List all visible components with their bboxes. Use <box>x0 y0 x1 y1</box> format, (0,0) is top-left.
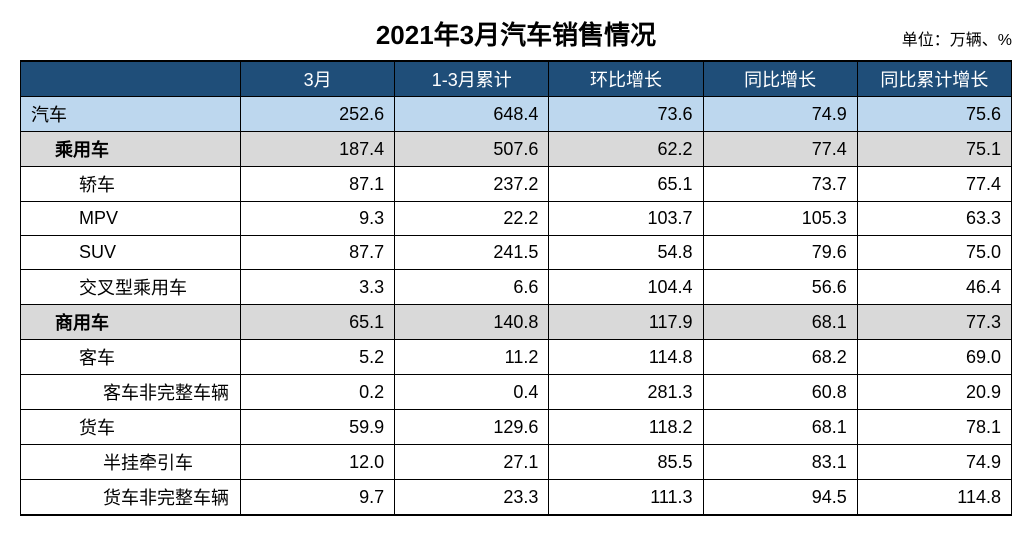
cell-value: 74.9 <box>703 97 857 132</box>
col-header-blank <box>21 61 241 97</box>
col-header-mom: 环比增长 <box>549 61 703 97</box>
cell-value: 74.9 <box>857 445 1011 480</box>
cell-value: 118.2 <box>549 410 703 445</box>
cell-value: 241.5 <box>395 236 549 270</box>
row-label: 交叉型乘用车 <box>21 270 241 305</box>
cell-value: 22.2 <box>395 202 549 236</box>
cell-value: 140.8 <box>395 305 549 340</box>
header-row: 3月 1-3月累计 环比增长 同比增长 同比累计增长 <box>21 61 1012 97</box>
cell-value: 65.1 <box>549 167 703 202</box>
cell-value: 60.8 <box>703 375 857 410</box>
table-row: 货车非完整车辆9.723.3111.394.5114.8 <box>21 480 1012 516</box>
table-row: 货车59.9129.6118.268.178.1 <box>21 410 1012 445</box>
cell-value: 252.6 <box>241 97 395 132</box>
cell-value: 77.4 <box>857 167 1011 202</box>
cell-value: 237.2 <box>395 167 549 202</box>
cell-value: 114.8 <box>549 340 703 375</box>
table-row: 汽车252.6648.473.674.975.6 <box>21 97 1012 132</box>
cell-value: 5.2 <box>241 340 395 375</box>
cell-value: 507.6 <box>395 132 549 167</box>
cell-value: 281.3 <box>549 375 703 410</box>
cell-value: 46.4 <box>857 270 1011 305</box>
row-label: 客车非完整车辆 <box>21 375 241 410</box>
cell-value: 68.1 <box>703 305 857 340</box>
cell-value: 77.4 <box>703 132 857 167</box>
cell-value: 54.8 <box>549 236 703 270</box>
table-row: 乘用车187.4507.662.277.475.1 <box>21 132 1012 167</box>
cell-value: 648.4 <box>395 97 549 132</box>
cell-value: 105.3 <box>703 202 857 236</box>
cell-value: 103.7 <box>549 202 703 236</box>
cell-value: 75.6 <box>857 97 1011 132</box>
cell-value: 63.3 <box>857 202 1011 236</box>
cell-value: 11.2 <box>395 340 549 375</box>
col-header-yoy-cum: 同比累计增长 <box>857 61 1011 97</box>
row-label: 货车 <box>21 410 241 445</box>
cell-value: 9.3 <box>241 202 395 236</box>
cell-value: 68.2 <box>703 340 857 375</box>
cell-value: 9.7 <box>241 480 395 516</box>
cell-value: 73.6 <box>549 97 703 132</box>
table-row: SUV87.7241.554.879.675.0 <box>21 236 1012 270</box>
row-label: 商用车 <box>21 305 241 340</box>
row-label: 轿车 <box>21 167 241 202</box>
cell-value: 27.1 <box>395 445 549 480</box>
cell-value: 6.6 <box>395 270 549 305</box>
cell-value: 75.1 <box>857 132 1011 167</box>
row-label: 半挂牵引车 <box>21 445 241 480</box>
cell-value: 104.4 <box>549 270 703 305</box>
row-label: 客车 <box>21 340 241 375</box>
title-row: 2021年3月汽车销售情况 单位：万辆、% <box>20 15 1012 52</box>
cell-value: 62.2 <box>549 132 703 167</box>
table-row: 商用车65.1140.8117.968.177.3 <box>21 305 1012 340</box>
row-label: 货车非完整车辆 <box>21 480 241 516</box>
cell-value: 3.3 <box>241 270 395 305</box>
cell-value: 83.1 <box>703 445 857 480</box>
table-row: 轿车87.1237.265.173.777.4 <box>21 167 1012 202</box>
sales-table: 3月 1-3月累计 环比增长 同比增长 同比累计增长 汽车252.6648.47… <box>20 60 1012 516</box>
col-header-march: 3月 <box>241 61 395 97</box>
table-row: MPV9.322.2103.7105.363.3 <box>21 202 1012 236</box>
table-row: 半挂牵引车12.027.185.583.174.9 <box>21 445 1012 480</box>
unit-label: 单位：万辆、% <box>902 26 1012 50</box>
cell-value: 87.7 <box>241 236 395 270</box>
cell-value: 79.6 <box>703 236 857 270</box>
cell-value: 65.1 <box>241 305 395 340</box>
cell-value: 187.4 <box>241 132 395 167</box>
row-label: MPV <box>21 202 241 236</box>
cell-value: 73.7 <box>703 167 857 202</box>
cell-value: 85.5 <box>549 445 703 480</box>
cell-value: 111.3 <box>549 480 703 516</box>
table-row: 客车5.211.2114.868.269.0 <box>21 340 1012 375</box>
cell-value: 0.4 <box>395 375 549 410</box>
row-label: 汽车 <box>21 97 241 132</box>
cell-value: 20.9 <box>857 375 1011 410</box>
cell-value: 87.1 <box>241 167 395 202</box>
cell-value: 94.5 <box>703 480 857 516</box>
cell-value: 0.2 <box>241 375 395 410</box>
cell-value: 68.1 <box>703 410 857 445</box>
row-label: 乘用车 <box>21 132 241 167</box>
col-header-cum: 1-3月累计 <box>395 61 549 97</box>
page-title: 2021年3月汽车销售情况 <box>376 15 656 52</box>
cell-value: 75.0 <box>857 236 1011 270</box>
table-row: 交叉型乘用车3.36.6104.456.646.4 <box>21 270 1012 305</box>
cell-value: 78.1 <box>857 410 1011 445</box>
cell-value: 117.9 <box>549 305 703 340</box>
cell-value: 56.6 <box>703 270 857 305</box>
cell-value: 114.8 <box>857 480 1011 516</box>
cell-value: 23.3 <box>395 480 549 516</box>
cell-value: 129.6 <box>395 410 549 445</box>
cell-value: 12.0 <box>241 445 395 480</box>
cell-value: 77.3 <box>857 305 1011 340</box>
table-row: 客车非完整车辆0.20.4281.360.820.9 <box>21 375 1012 410</box>
cell-value: 59.9 <box>241 410 395 445</box>
col-header-yoy: 同比增长 <box>703 61 857 97</box>
cell-value: 69.0 <box>857 340 1011 375</box>
row-label: SUV <box>21 236 241 270</box>
